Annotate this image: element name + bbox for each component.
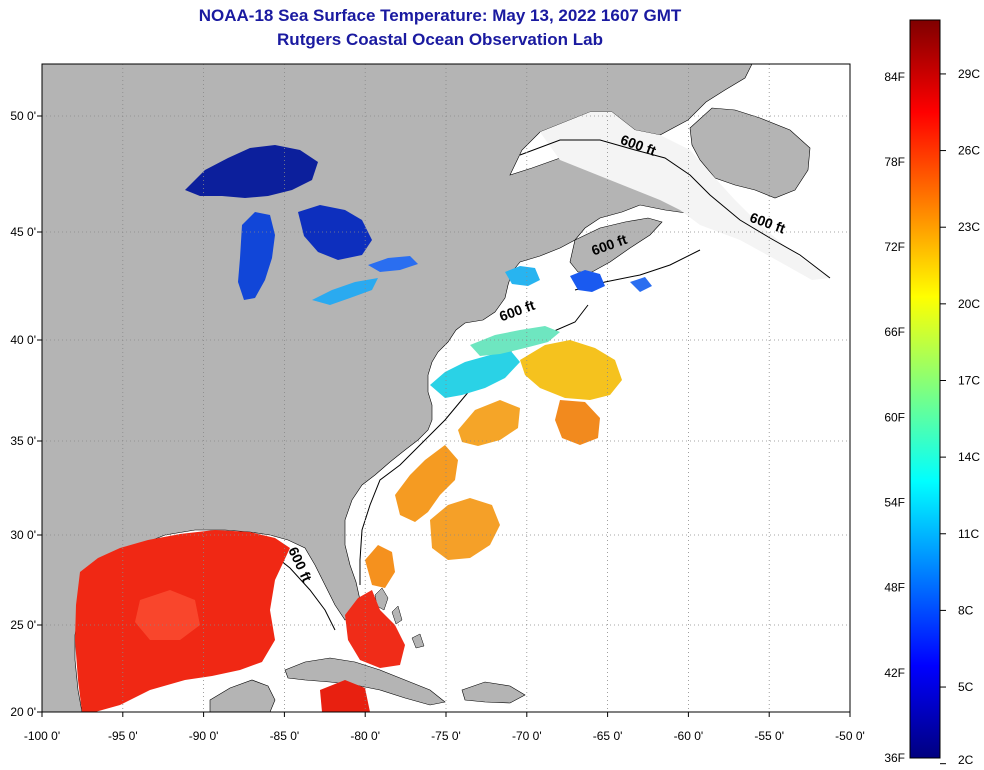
colorbar-celsius-label: 17C (958, 373, 980, 387)
colorbar-fahrenheit-label: 66F (884, 325, 905, 339)
latitude-label: 35 0' (10, 434, 36, 448)
sst-new-england-cyan (505, 266, 540, 286)
colorbar-celsius-labels: 2C 5C 8C 11C 14C 17C 20C 23C 26C 29C (940, 67, 980, 767)
sst-offshore-blue (630, 277, 652, 292)
sst-shelf-green (470, 326, 560, 356)
colorbar-fahrenheit-label: 78F (884, 155, 905, 169)
continental-shelf (540, 112, 830, 280)
colorbar-celsius-label: 8C (958, 603, 974, 617)
colorbar-fahrenheit-labels: 36F 42F 48F 54F 60F 66F 72F 78F 84F (884, 70, 905, 765)
colorbar-celsius-label: 5C (958, 680, 974, 694)
sst-florida-coast-orange (365, 545, 395, 588)
longitude-label: -55 0' (754, 729, 784, 743)
land-hispaniola (461, 681, 526, 704)
land-newfoundland (689, 107, 811, 199)
lake-ontario (368, 256, 418, 272)
land-nova-scotia (569, 217, 663, 273)
map-border (41, 63, 851, 713)
colorbar-celsius-label: 14C (958, 450, 980, 464)
longitude-label: -95 0' (108, 729, 138, 743)
map-title: NOAA-18 Sea Surface Temperature: May 13,… (198, 6, 682, 25)
colorbar-fahrenheit-label: 60F (884, 410, 905, 424)
sst-atlantic-orange-east (458, 400, 520, 446)
land-yucatan (209, 679, 276, 712)
longitude-label: -50 0' (835, 729, 865, 743)
colorbar-celsius-label: 20C (958, 297, 980, 311)
colorbar-celsius-label: 11C (958, 527, 979, 541)
temperature-colorbar (909, 19, 941, 759)
longitude-label: -100 0' (24, 729, 60, 743)
latitude-tick-labels: 20 0' 25 0' 30 0' 35 0' 40 0' 45 0' 50 0' (10, 109, 36, 719)
colorbar-fahrenheit-label: 36F (884, 751, 905, 765)
latitude-label: 20 0' (10, 705, 36, 719)
sst-mid-atlantic-cyan (430, 350, 520, 398)
sst-gulf-patch-light (135, 590, 200, 640)
longitude-label: -90 0' (189, 729, 219, 743)
colorbar-fahrenheit-label: 72F (884, 240, 905, 254)
latitude-label: 25 0' (10, 618, 36, 632)
land-cuba (284, 657, 446, 706)
sst-atlantic-orange-central (430, 498, 500, 560)
colorbar-fahrenheit-label: 84F (884, 70, 905, 84)
latitude-label: 50 0' (10, 109, 36, 123)
sst-gulf-of-maine (570, 270, 605, 292)
map-subtitle: Rutgers Coastal Ocean Observation Lab (277, 30, 603, 49)
sst-florida-straits (345, 590, 405, 668)
colorbar-celsius-label: 29C (958, 67, 980, 81)
longitude-label: -65 0' (593, 729, 623, 743)
longitude-label: -60 0' (674, 729, 704, 743)
lake-huron (298, 205, 372, 260)
sst-atlantic-gold (520, 340, 622, 400)
latitude-label: 40 0' (10, 333, 36, 347)
colorbar-fahrenheit-label: 54F (884, 496, 905, 510)
colorbar-fahrenheit-label: 42F (884, 666, 905, 680)
colorbar-celsius-label: 26C (958, 144, 980, 158)
latitude-label: 45 0' (10, 225, 36, 239)
sst-atlantic-orange-south (395, 445, 458, 522)
longitude-label: -70 0' (512, 729, 542, 743)
longitude-tick-labels: -100 0' -95 0' -90 0' -85 0' -80 0' -75 0' -70… (24, 729, 865, 743)
colorbar-celsius-label: 2C (958, 753, 974, 767)
colorbar-celsius-label: 23C (958, 220, 980, 234)
sst-caribbean (320, 680, 370, 712)
lake-erie (312, 278, 378, 305)
latitude-label: 30 0' (10, 528, 36, 542)
longitude-label: -85 0' (270, 729, 300, 743)
sst-atlantic-orange-gulfstream (555, 400, 600, 445)
lake-michigan (238, 212, 275, 300)
land-mainland (42, 64, 753, 712)
longitude-label: -80 0' (350, 729, 380, 743)
colorbar-fahrenheit-label: 48F (884, 581, 905, 595)
longitude-label: -75 0' (431, 729, 461, 743)
